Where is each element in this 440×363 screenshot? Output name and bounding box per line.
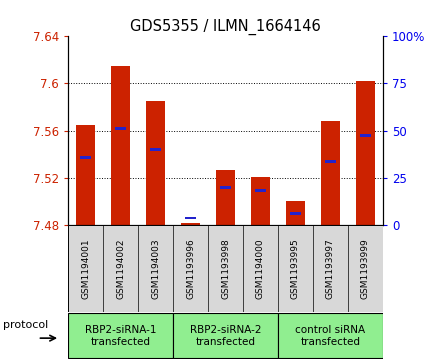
Bar	[360, 134, 370, 137]
Bar	[146, 101, 165, 225]
Bar	[321, 121, 340, 225]
Text: GSM1194001: GSM1194001	[81, 238, 90, 299]
Bar	[278, 313, 383, 358]
Bar	[286, 201, 305, 225]
Text: GSM1194000: GSM1194000	[256, 238, 265, 299]
Bar	[150, 148, 161, 151]
Bar	[173, 313, 278, 358]
Bar	[220, 186, 231, 189]
Bar	[290, 212, 301, 215]
Bar	[181, 223, 200, 225]
Text: GSM1193998: GSM1193998	[221, 238, 230, 299]
Bar	[356, 81, 375, 225]
Text: GSM1193996: GSM1193996	[186, 238, 195, 299]
Text: GSM1193995: GSM1193995	[291, 238, 300, 299]
Text: control siRNA
transfected: control siRNA transfected	[295, 325, 366, 347]
Bar	[68, 313, 173, 358]
Text: GSM1194002: GSM1194002	[116, 238, 125, 299]
Bar	[115, 127, 126, 130]
Bar	[255, 189, 266, 192]
Bar	[251, 177, 270, 225]
Text: RBP2-siRNA-2
transfected: RBP2-siRNA-2 transfected	[190, 325, 261, 347]
Bar	[111, 66, 130, 225]
Bar	[76, 125, 95, 225]
Text: GSM1193997: GSM1193997	[326, 238, 335, 299]
Bar	[325, 160, 336, 163]
Text: protocol: protocol	[4, 321, 49, 330]
Text: GSM1193999: GSM1193999	[361, 238, 370, 299]
Bar	[185, 216, 196, 220]
Bar	[81, 156, 91, 159]
Text: GSM1194003: GSM1194003	[151, 238, 160, 299]
Bar	[216, 170, 235, 225]
Text: RBP2-siRNA-1
transfected: RBP2-siRNA-1 transfected	[85, 325, 156, 347]
Title: GDS5355 / ILMN_1664146: GDS5355 / ILMN_1664146	[130, 19, 321, 35]
